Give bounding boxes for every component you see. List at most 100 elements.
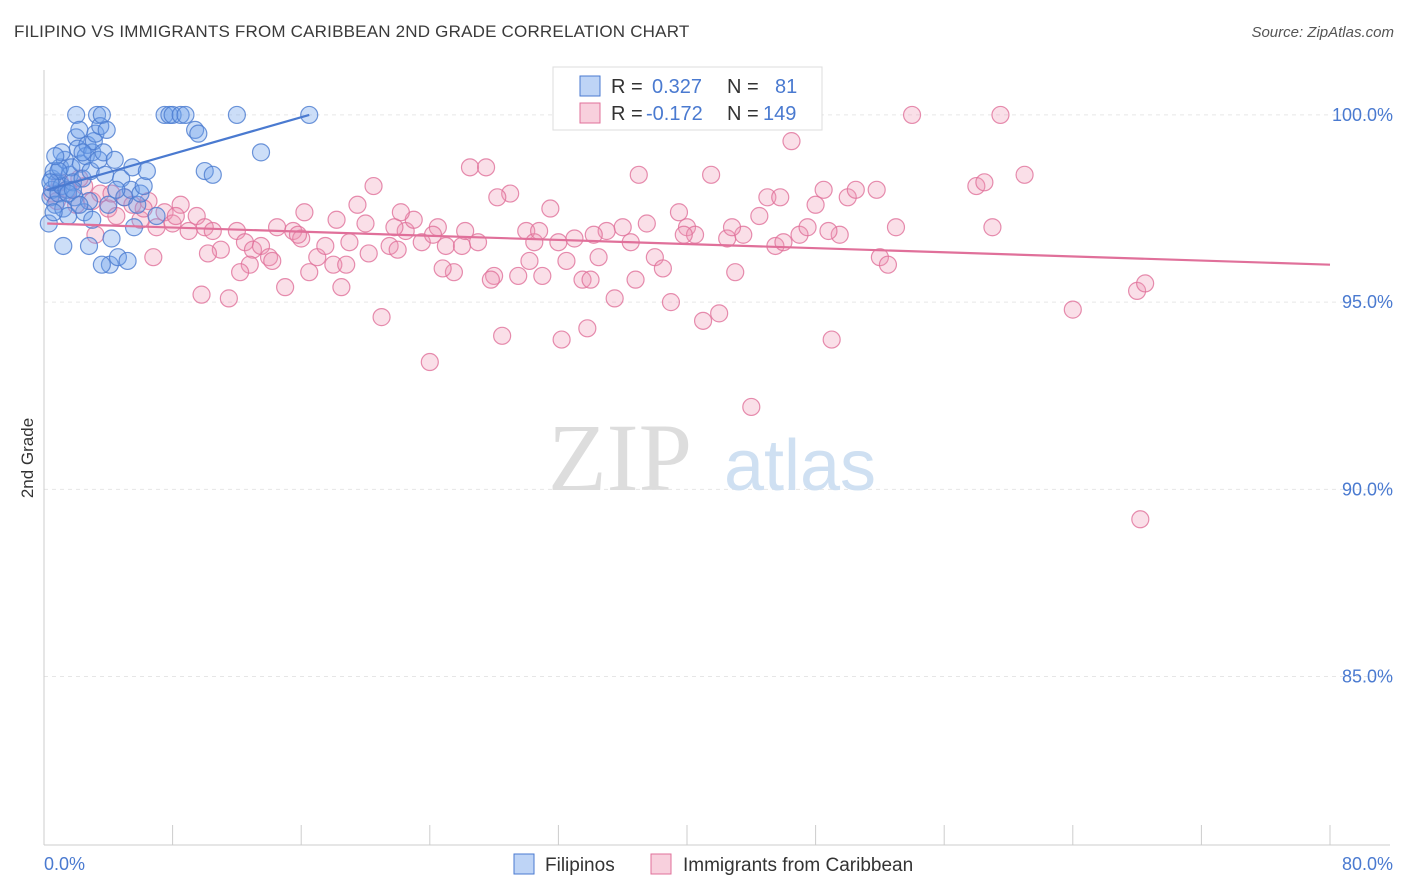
- point-caribbean: [420, 352, 439, 372]
- point-caribbean: [702, 165, 721, 184]
- point-caribbean: [391, 203, 410, 222]
- point-caribbean: [372, 308, 391, 327]
- point-filipinos: [147, 206, 166, 226]
- watermark-atlas: atlas: [724, 426, 876, 506]
- point-caribbean: [288, 225, 308, 244]
- point-filipinos: [46, 147, 65, 166]
- point-caribbean: [520, 251, 539, 271]
- point-filipinos: [176, 105, 195, 125]
- point-caribbean: [726, 263, 745, 282]
- point-caribbean: [1136, 274, 1155, 293]
- y-axis-title: 2nd Grade: [18, 418, 37, 498]
- point-caribbean: [533, 266, 552, 286]
- point-filipinos: [108, 248, 128, 267]
- point-caribbean: [452, 236, 472, 256]
- point-caribbean: [348, 195, 367, 214]
- point-caribbean: [388, 240, 407, 259]
- point-caribbean: [806, 195, 825, 214]
- point-caribbean: [541, 199, 560, 218]
- point-caribbean: [219, 289, 238, 308]
- point-filipinos: [118, 251, 137, 271]
- y-tick-label: 85.0%: [1342, 667, 1393, 687]
- point-caribbean: [179, 221, 198, 241]
- point-filipinos: [134, 176, 153, 196]
- point-filipinos: [105, 150, 124, 169]
- point-caribbean: [653, 259, 672, 278]
- legend-n-value-2: 149: [763, 103, 796, 125]
- point-caribbean: [359, 244, 378, 263]
- watermark: ZIP atlas: [548, 404, 876, 511]
- point-caribbean: [144, 248, 163, 267]
- point-caribbean: [192, 285, 211, 304]
- point-filipinos: [251, 143, 271, 162]
- point-caribbean: [198, 244, 218, 263]
- point-caribbean: [693, 311, 713, 330]
- point-filipinos: [44, 203, 63, 222]
- bottom-legend-caribbean: Immigrants from Caribbean: [683, 855, 913, 876]
- point-caribbean: [332, 278, 351, 297]
- x-tick-labels: 0.0% 80.0%: [44, 854, 1393, 874]
- point-caribbean: [886, 218, 906, 237]
- point-caribbean: [456, 221, 475, 241]
- point-filipinos: [54, 236, 73, 256]
- point-caribbean: [589, 248, 608, 267]
- point-caribbean: [493, 326, 512, 345]
- point-caribbean: [798, 218, 817, 237]
- point-caribbean: [819, 221, 838, 241]
- point-caribbean: [1063, 300, 1082, 319]
- point-caribbean: [710, 304, 729, 323]
- point-caribbean: [565, 229, 584, 248]
- legend-n-label-2: N =: [727, 103, 759, 125]
- point-caribbean: [481, 270, 500, 289]
- point-caribbean: [324, 255, 343, 274]
- point-filipinos: [87, 105, 107, 125]
- point-filipinos: [70, 120, 89, 140]
- point-caribbean: [902, 105, 922, 125]
- point-caribbean: [814, 180, 833, 199]
- point-caribbean: [364, 176, 383, 196]
- point-caribbean: [276, 278, 295, 297]
- point-filipinos: [92, 255, 111, 274]
- legend-box: [552, 66, 823, 131]
- trend-lines: [46, 113, 1331, 266]
- point-caribbean: [661, 293, 681, 312]
- source-label: Source: ZipAtlas.com: [1251, 24, 1394, 41]
- x-tick-label-max: 80.0%: [1342, 854, 1393, 874]
- point-caribbean: [637, 214, 656, 233]
- point-filipinos: [73, 143, 92, 162]
- point-caribbean: [629, 165, 648, 184]
- point-caribbean: [1131, 510, 1150, 529]
- point-caribbean: [758, 188, 777, 207]
- y-tick-label: 90.0%: [1342, 479, 1393, 499]
- point-filipinos: [227, 105, 246, 125]
- point-caribbean: [552, 330, 571, 349]
- point-caribbean: [433, 259, 452, 278]
- point-caribbean: [356, 214, 375, 233]
- point-filipinos: [107, 180, 126, 199]
- point-caribbean: [488, 188, 507, 207]
- point-caribbean: [444, 263, 464, 282]
- point-caribbean: [983, 218, 1002, 237]
- point-caribbean: [991, 105, 1010, 125]
- point-filipinos: [67, 105, 86, 125]
- point-caribbean: [300, 263, 319, 282]
- y-tick-label: 95.0%: [1342, 292, 1393, 312]
- point-filipinos: [102, 229, 121, 248]
- y-tick-labels: 100.0% 95.0% 90.0% 85.0%: [1332, 105, 1393, 687]
- trend-line-filipinos: [46, 113, 310, 191]
- point-caribbean: [295, 203, 314, 222]
- point-caribbean: [557, 251, 576, 271]
- point-caribbean: [337, 255, 356, 274]
- point-caribbean: [476, 158, 496, 177]
- point-filipinos: [128, 195, 147, 214]
- chart-title: FILIPINO VS IMMIGRANTS FROM CARIBBEAN 2N…: [14, 22, 690, 41]
- point-caribbean: [581, 270, 600, 289]
- point-caribbean: [674, 225, 693, 244]
- point-caribbean: [340, 233, 359, 252]
- point-caribbean: [460, 158, 480, 177]
- point-caribbean: [509, 266, 528, 286]
- bottom-legend-filipinos: Filipinos: [545, 855, 615, 876]
- point-filipinos: [99, 195, 118, 214]
- point-caribbean: [231, 263, 250, 282]
- point-caribbean: [605, 289, 624, 308]
